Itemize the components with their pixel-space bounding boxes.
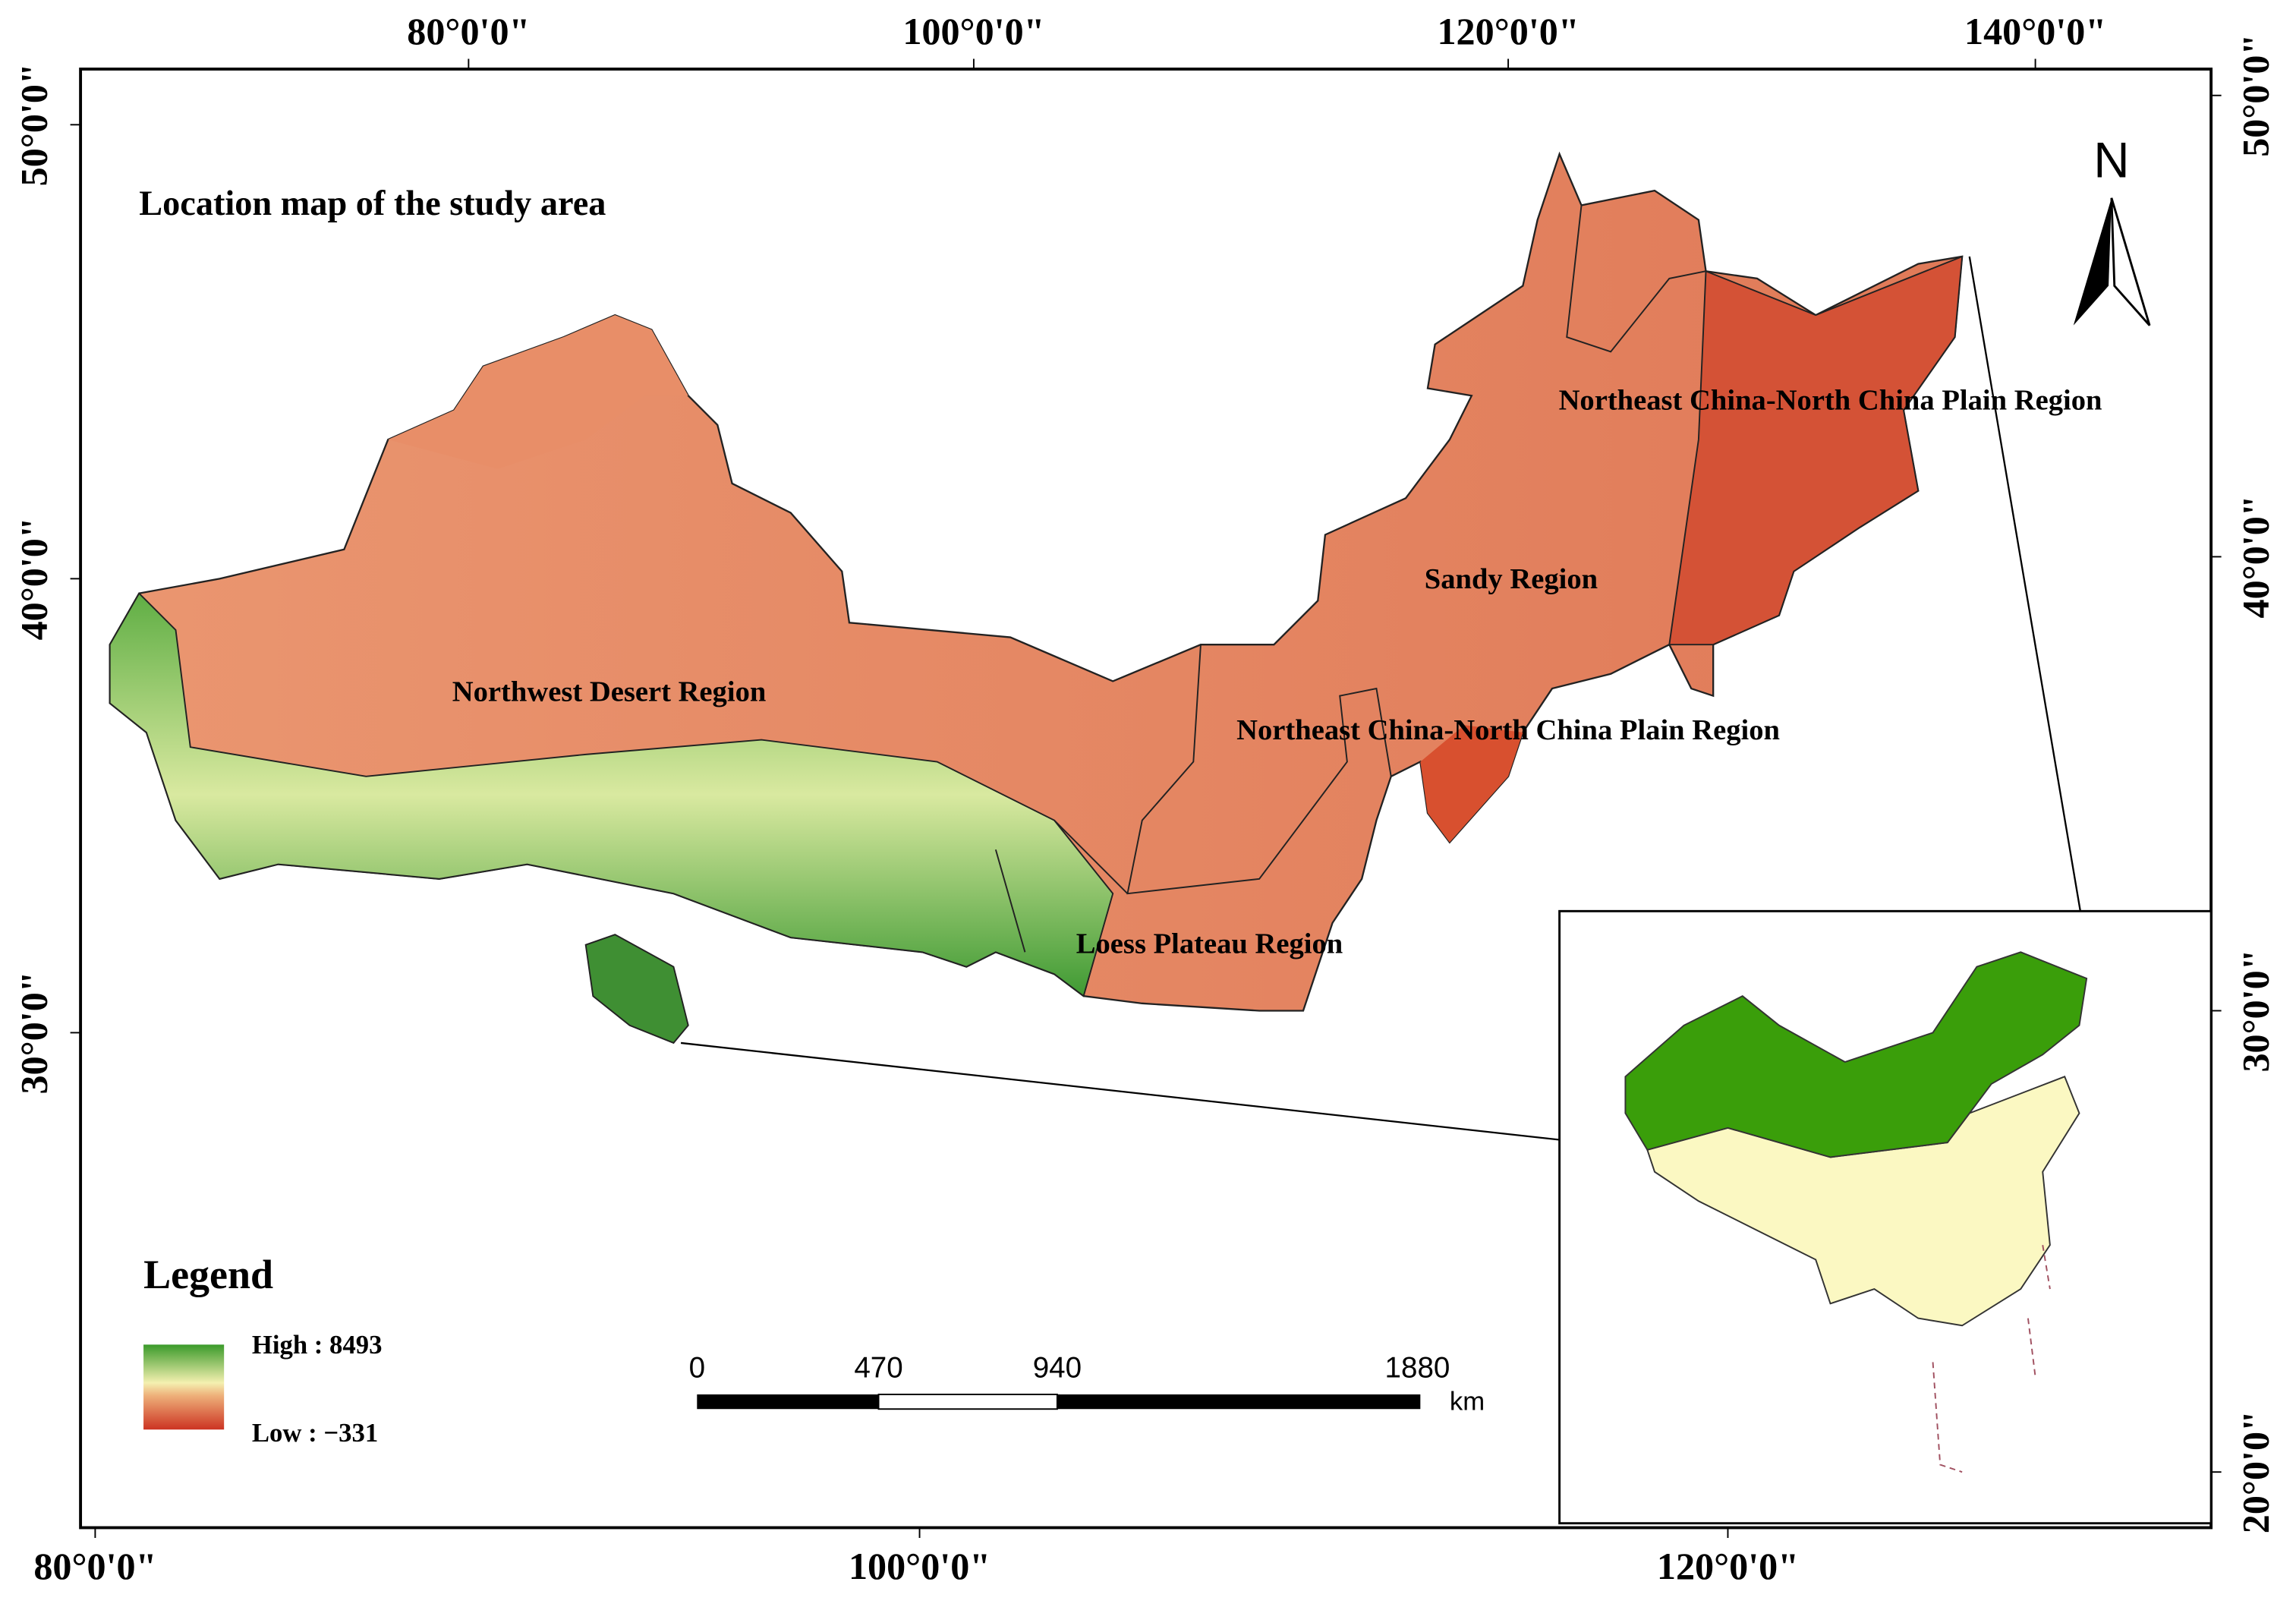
map-title: Location map of the study area xyxy=(139,184,606,223)
north-arrow xyxy=(2110,197,2151,326)
lon-label: 140°0'0" xyxy=(1964,10,2106,52)
region-label: Northeast China-North China Plain Region xyxy=(1559,385,2102,417)
scale-label: 1880 xyxy=(1385,1351,1450,1384)
lat-label: 40°0'0" xyxy=(13,517,55,640)
north-arrow xyxy=(2073,197,2112,326)
inset-boundary xyxy=(1932,1244,2051,1473)
region-boundary xyxy=(1126,644,1392,895)
plateau-zone xyxy=(109,592,1114,997)
north-label: N xyxy=(2093,133,2129,188)
lon-label: 100°0'0" xyxy=(902,10,1044,52)
region-label: Northeast China-North China Plain Region xyxy=(1236,714,1780,746)
lat-label: 30°0'0" xyxy=(2234,949,2276,1072)
map-frame xyxy=(79,68,2213,1530)
lon-label: 80°0'0" xyxy=(407,10,530,52)
northeast-zone xyxy=(1668,255,1964,646)
legend-ramp xyxy=(143,1344,225,1430)
lat-label: 20°0'0" xyxy=(2234,1410,2276,1533)
scale-label: 470 xyxy=(854,1351,902,1384)
scale-unit: km xyxy=(1450,1388,1485,1416)
legend-title: Legend xyxy=(143,1252,273,1297)
region-label: Sandy Region xyxy=(1425,563,1598,595)
lat-label: 50°0'0" xyxy=(2234,34,2276,157)
lat-label: 30°0'0" xyxy=(13,971,55,1094)
scale-segment xyxy=(697,1394,879,1410)
scale-segment xyxy=(1057,1394,1421,1410)
north-basin xyxy=(388,315,688,469)
region-boundary xyxy=(1566,205,1706,353)
inset-study-area xyxy=(1624,951,2088,1158)
scale-label: 940 xyxy=(1033,1351,1082,1384)
region-label: Loess Plateau Region xyxy=(1076,928,1343,959)
scale-segment xyxy=(877,1393,1058,1410)
peninsula xyxy=(1420,725,1523,843)
region-boundary xyxy=(994,820,1129,953)
legend-high: High : 8493 xyxy=(252,1330,383,1360)
lat-label: 40°0'0" xyxy=(2234,495,2276,618)
legend-low: Low : −331 xyxy=(252,1418,378,1448)
region-label: Northwest Desert Region xyxy=(452,676,767,708)
lon-label: 100°0'0" xyxy=(849,1545,991,1587)
lon-label: 120°0'0" xyxy=(1437,10,1579,52)
lon-label: 120°0'0" xyxy=(1657,1545,1799,1587)
scale-label: 0 xyxy=(689,1351,705,1384)
lat-label: 50°0'0" xyxy=(13,63,55,186)
leader-line xyxy=(1968,256,2093,975)
lon-label: 80°0'0" xyxy=(33,1545,156,1587)
island-region xyxy=(584,934,689,1045)
